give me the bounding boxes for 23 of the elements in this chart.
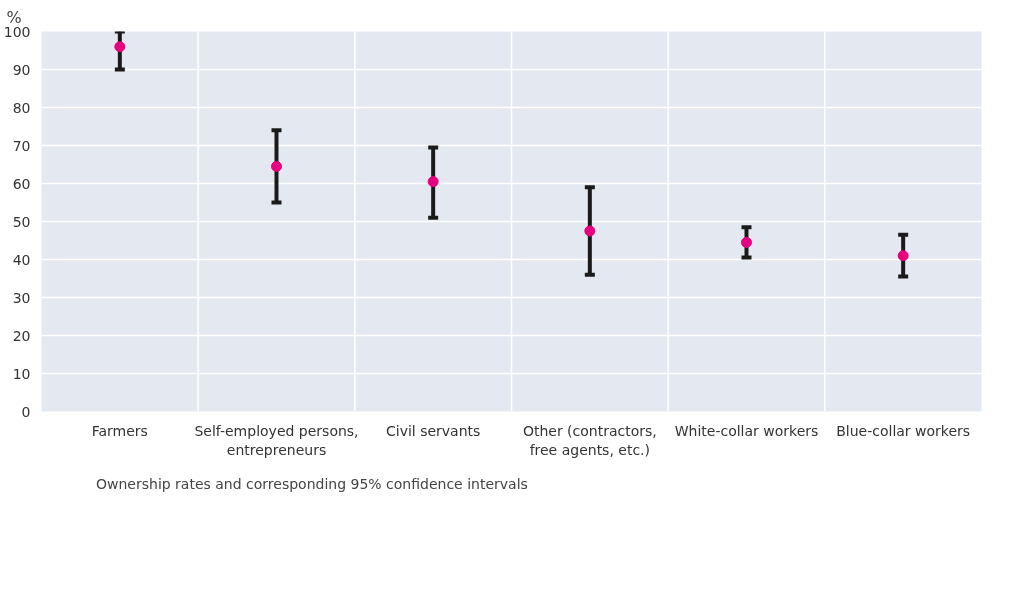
y-tick-label: 40 — [12, 251, 31, 268]
y-tick-label: 10 — [12, 365, 31, 382]
text: Ownership rates and corresponding 95% confidence intervals — [96, 476, 528, 492]
point — [114, 41, 126, 53]
y-tick-label: 70 — [12, 137, 31, 154]
x-tick-label: Other (contractors, free agents, etc.) — [522, 422, 657, 458]
y-tick-label: 30 — [12, 289, 31, 306]
x-tick-label: Self-employed persons, entrepreneurs — [194, 422, 359, 458]
x-tick-label: Farmers — [91, 422, 148, 439]
x-tick-label: Blue-collar workers — [836, 422, 971, 439]
point — [427, 176, 439, 188]
y-tick-label: 90 — [12, 61, 31, 78]
point — [271, 160, 282, 172]
point — [741, 236, 752, 248]
y-tick-label: 50 — [12, 213, 31, 230]
point — [897, 250, 909, 262]
point — [584, 225, 596, 237]
y-tick-label: 80 — [12, 99, 31, 116]
y-tick-label: 20 — [12, 327, 31, 344]
y-tick-label: 60 — [12, 175, 31, 192]
y-tick-label: 0 — [21, 403, 31, 420]
x-tick-label: White-collar workers — [674, 422, 819, 439]
x-tick-label: Civil servants — [385, 422, 481, 439]
